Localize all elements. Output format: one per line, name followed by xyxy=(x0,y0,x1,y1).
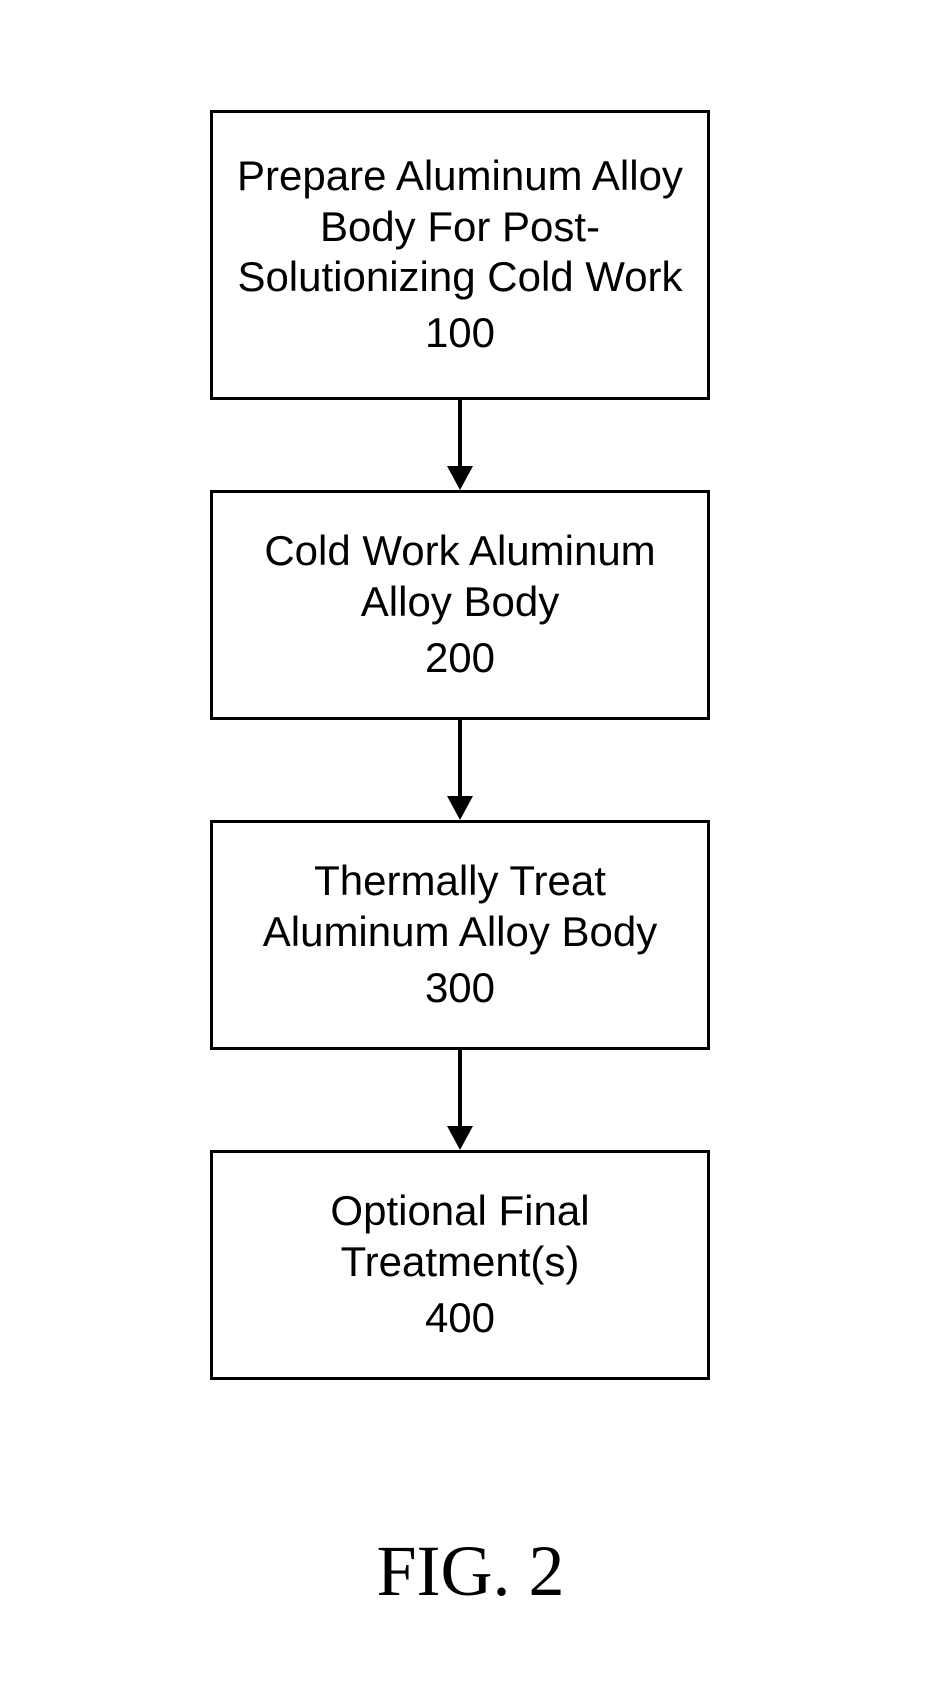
node-label: Optional Final Treatment(s) xyxy=(231,1186,689,1287)
node-number: 100 xyxy=(425,308,495,358)
node-number: 300 xyxy=(425,963,495,1013)
flowchart-canvas: Prepare Aluminum Alloy Body For Post-Sol… xyxy=(0,0,941,1705)
flowchart-node-final: Optional Final Treatment(s) 400 xyxy=(210,1150,710,1380)
arrow-head-down-icon xyxy=(447,796,473,820)
flowchart-node-coldwork: Cold Work Aluminum Alloy Body 200 xyxy=(210,490,710,720)
arrow-shaft xyxy=(458,400,462,466)
node-label: Prepare Aluminum Alloy Body For Post-Sol… xyxy=(231,151,689,302)
figure-caption: FIG. 2 xyxy=(0,1530,941,1613)
node-label: Thermally Treat Aluminum Alloy Body xyxy=(231,856,689,957)
arrow-head-down-icon xyxy=(447,466,473,490)
node-number: 200 xyxy=(425,633,495,683)
flowchart-node-prepare: Prepare Aluminum Alloy Body For Post-Sol… xyxy=(210,110,710,400)
node-label: Cold Work Aluminum Alloy Body xyxy=(231,526,689,627)
arrow-shaft xyxy=(458,1050,462,1126)
arrow-shaft xyxy=(458,720,462,796)
flowchart-node-thermal: Thermally Treat Aluminum Alloy Body 300 xyxy=(210,820,710,1050)
arrow-head-down-icon xyxy=(447,1126,473,1150)
node-number: 400 xyxy=(425,1293,495,1343)
